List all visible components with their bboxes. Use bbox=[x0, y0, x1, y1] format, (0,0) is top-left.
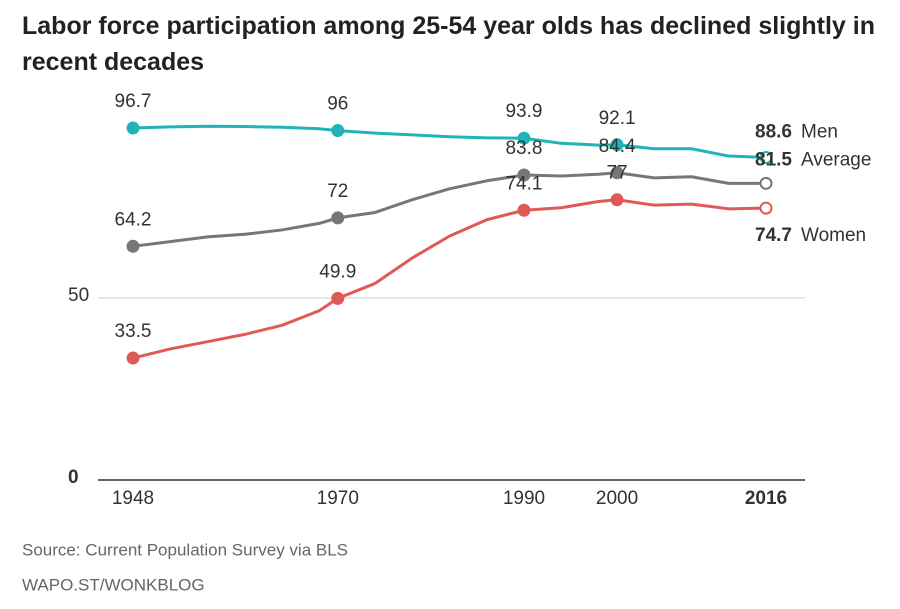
point bbox=[126, 351, 140, 365]
value-label: 96 bbox=[327, 94, 348, 115]
end-value-label: 81.5 bbox=[755, 149, 792, 170]
value-label: 49.9 bbox=[319, 261, 356, 282]
series-label: Average bbox=[801, 149, 871, 170]
line bbox=[132, 198, 767, 360]
series-label: Women bbox=[801, 225, 866, 246]
x-tick-label: 1948 bbox=[112, 488, 154, 509]
point bbox=[331, 124, 345, 138]
point bbox=[517, 203, 531, 217]
point bbox=[610, 138, 624, 152]
value-label: 83.8 bbox=[505, 138, 542, 159]
value-label: 92.1 bbox=[599, 108, 636, 129]
source: Source: Current Population Survey via BL… bbox=[22, 540, 348, 559]
value-label: 84.4 bbox=[599, 136, 636, 157]
value-label: 96.7 bbox=[115, 91, 152, 112]
value-label: 33.5 bbox=[115, 321, 152, 342]
value-label: 77 bbox=[606, 163, 627, 184]
value-label: 74.1 bbox=[505, 173, 542, 194]
x-tick-label: 2000 bbox=[596, 488, 638, 509]
x-tick-label: 2016 bbox=[745, 488, 787, 509]
end-value-label: 88.6 bbox=[755, 122, 792, 143]
point bbox=[610, 166, 624, 180]
series-label: Men bbox=[801, 122, 838, 143]
credit: WAPO.ST/WONKBLOG bbox=[22, 575, 205, 594]
point bbox=[517, 131, 531, 145]
x-tick-label: 1990 bbox=[503, 488, 545, 509]
y-tick-label: 50 bbox=[68, 285, 89, 306]
line bbox=[132, 171, 766, 248]
y-tick-label: 0 bbox=[68, 467, 79, 488]
point bbox=[517, 168, 531, 182]
point bbox=[759, 176, 773, 190]
line bbox=[132, 124, 767, 159]
value-label: 64.2 bbox=[115, 209, 152, 230]
point bbox=[331, 291, 345, 305]
end-value-label: 74.7 bbox=[755, 225, 792, 246]
point bbox=[126, 239, 140, 253]
point bbox=[126, 121, 140, 135]
point bbox=[610, 193, 624, 207]
point bbox=[759, 201, 773, 215]
value-label: 93.9 bbox=[505, 101, 542, 122]
x-tick-label: 1970 bbox=[317, 488, 359, 509]
point bbox=[331, 211, 345, 225]
point bbox=[759, 150, 773, 164]
chart-title: Labor force participation among 25-54 ye… bbox=[22, 12, 875, 76]
value-label: 72 bbox=[327, 181, 348, 202]
